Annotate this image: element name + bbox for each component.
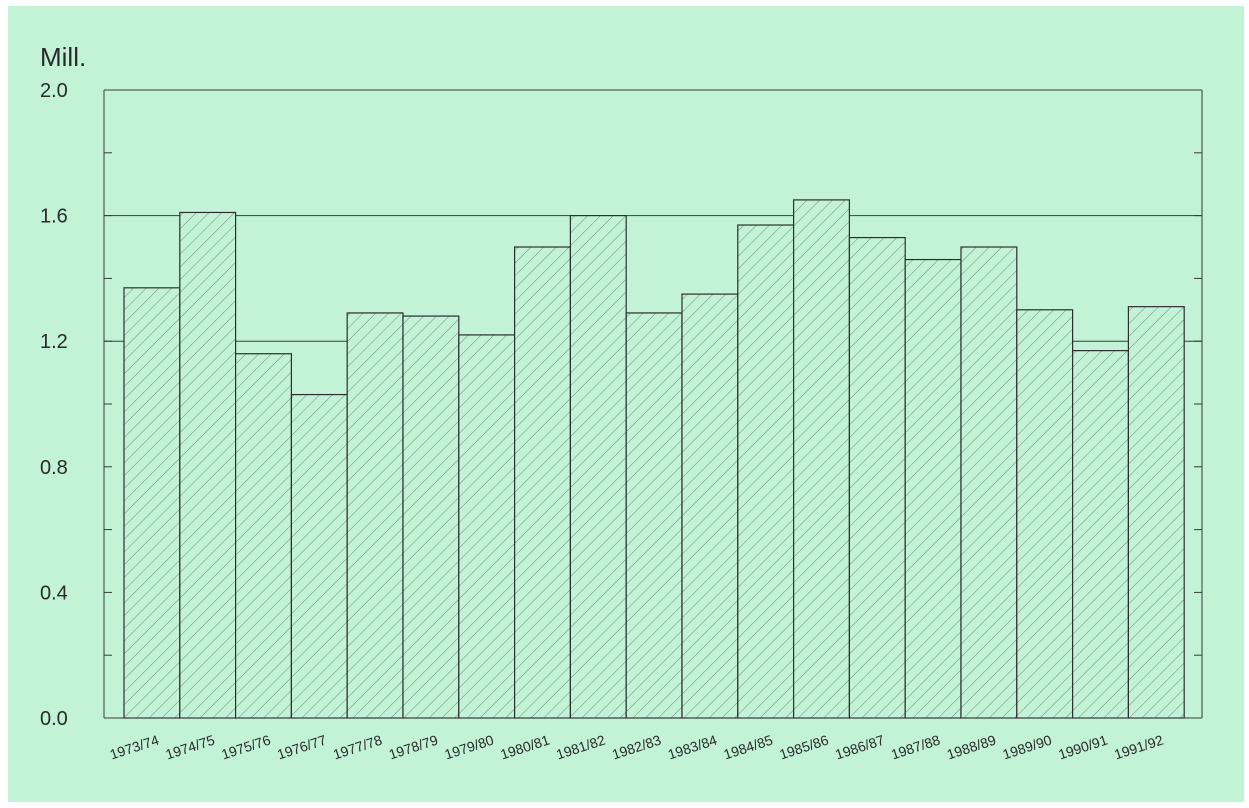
- x-tick-label-1975/76: 1975/76: [219, 732, 272, 763]
- x-tick-label-1976/77: 1976/77: [275, 732, 328, 763]
- y-tick-labels: 0.0 0.4 0.8 1.2 1.6 2.0: [40, 80, 68, 730]
- chart-figure: Mill. 0.0 0.4 0.8 1.2 1.6 2.0 1973/74 1974/75 1…: [8, 6, 1244, 802]
- x-tick-label-1986/87: 1986/87: [833, 732, 886, 763]
- x-tick-label-1977/78: 1977/78: [331, 732, 384, 763]
- bar-1980/81: [514, 246, 572, 719]
- bar-1978/79: [402, 315, 460, 719]
- bar-chart: Mill. 0.00.40.81.21.62.0 1973/74 1974/75 1…: [40, 42, 1203, 763]
- x-tick-label-1990/91: 1990/91: [1056, 732, 1109, 763]
- bar-1975/76: [235, 353, 293, 719]
- x-tick-label-1984/85: 1984/85: [722, 732, 775, 763]
- bar-1974/75: [179, 211, 237, 719]
- bar-1984/85: [737, 224, 795, 719]
- y-tick-label-2.0: 2.0: [40, 80, 68, 102]
- x-tick-label-1980/81: 1980/81: [498, 732, 551, 763]
- x-tick-labels: 1973/74 1974/75 1975/76 1976/77 1977/78 1978/…: [108, 732, 1166, 763]
- x-tick-label-1982/83: 1982/83: [610, 732, 663, 763]
- x-tick-label-1983/84: 1983/84: [666, 732, 719, 763]
- x-tick-label-1985/86: 1985/86: [777, 732, 830, 763]
- x-tick-label-1978/79: 1978/79: [387, 732, 440, 763]
- x-tick-label-1979/80: 1979/80: [443, 732, 496, 763]
- unit-label: Mill.: [40, 42, 86, 72]
- y-tick-label-0.8: 0.8: [40, 457, 68, 479]
- bar-1982/83: [625, 312, 683, 719]
- x-tick-label-1988/89: 1988/89: [945, 732, 998, 763]
- bar-1985/86: [792, 199, 850, 719]
- y-tick-label-1.6: 1.6: [40, 206, 68, 228]
- bars: [123, 199, 1185, 719]
- bar-1973/74: [123, 287, 181, 719]
- bar-1986/87: [848, 236, 906, 719]
- x-tick-label-1974/75: 1974/75: [164, 732, 217, 763]
- x-tick-label-1987/88: 1987/88: [889, 732, 942, 763]
- bar-1976/77: [290, 393, 348, 719]
- axes: [103, 89, 1203, 719]
- y-tick-label-0.4: 0.4: [40, 582, 68, 604]
- bar-1983/84: [681, 293, 739, 719]
- bar-1977/78: [346, 312, 404, 719]
- bar-1989/90: [1016, 309, 1074, 719]
- bar-1987/88: [904, 258, 962, 719]
- x-tick-label-1981/82: 1981/82: [554, 732, 607, 763]
- bar-1979/80: [458, 334, 516, 719]
- x-tick-label-1991/92: 1991/92: [1112, 732, 1165, 763]
- y-tick-label-0.0: 0.0: [40, 708, 68, 730]
- bar-1991/92: [1127, 306, 1185, 719]
- y-tick-label-1.2: 1.2: [40, 331, 68, 353]
- x-tick-label-1973/74: 1973/74: [108, 732, 161, 763]
- bar-1990/91: [1071, 350, 1129, 719]
- bar-1981/82: [569, 215, 627, 719]
- x-tick-label-1989/90: 1989/90: [1001, 732, 1054, 763]
- bar-1988/89: [960, 246, 1018, 719]
